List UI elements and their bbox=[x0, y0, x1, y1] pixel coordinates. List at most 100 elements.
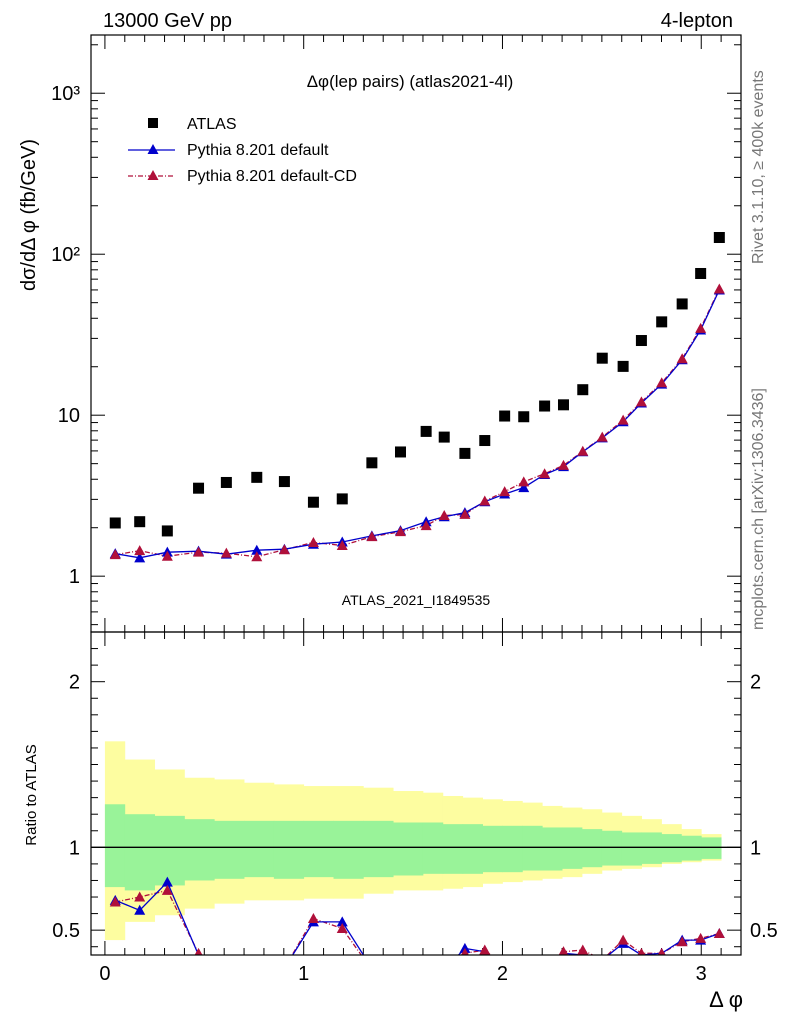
pythia-cd-data-point bbox=[278, 544, 290, 555]
atlas-data-point bbox=[394, 446, 406, 458]
pythia-cd-data-point bbox=[109, 549, 121, 560]
ratio-uncertainty-bands bbox=[104, 741, 722, 941]
ratio-y-tick-label-left: 0.5 bbox=[52, 920, 80, 942]
ratio-pythia-point bbox=[421, 968, 432, 978]
inner-uncertainty-band bbox=[273, 820, 305, 879]
ratio-pythia-point bbox=[366, 963, 377, 973]
inner-uncertainty-band bbox=[422, 822, 444, 874]
legend-pythia-marker bbox=[147, 144, 159, 154]
ratio-pythia-cd-point bbox=[617, 934, 629, 945]
ratio-pythia-cd-point bbox=[460, 947, 469, 955]
ratio-pythia-point bbox=[161, 876, 173, 887]
atlas-data-point bbox=[676, 298, 688, 310]
atlas-data-point bbox=[713, 232, 725, 244]
pythia-cd-data-point bbox=[307, 536, 319, 547]
inner-uncertainty-band bbox=[393, 822, 424, 876]
inner-uncertainty-band bbox=[482, 825, 503, 873]
inner-uncertainty-band bbox=[124, 814, 156, 891]
pythia-cd-data-point bbox=[420, 520, 432, 531]
inner-uncertainty-band bbox=[701, 837, 722, 859]
inner-uncertainty-band bbox=[581, 829, 603, 868]
ratio-pythia-cd-point bbox=[539, 961, 550, 971]
pythia-cd-data-point bbox=[539, 468, 551, 479]
ratio-y-tick-label-right: 0.5 bbox=[750, 920, 778, 942]
ratio-pythia-cd-point bbox=[336, 922, 348, 933]
atlas-data-point bbox=[420, 425, 432, 437]
ratio-pythia-cd-point bbox=[713, 927, 725, 938]
atlas-data-point bbox=[134, 516, 146, 528]
atlas-data-point bbox=[577, 384, 589, 396]
ratio-pythia-cd-point bbox=[395, 966, 406, 976]
inner-uncertainty-band bbox=[214, 820, 245, 879]
legend-pythia-cd-label: Pythia 8.201 default-CD bbox=[187, 168, 357, 185]
x-tick-label: 2 bbox=[497, 963, 508, 985]
ratio-y-axis-label: Ratio to ATLAS bbox=[23, 744, 40, 845]
ratio-pythia-cd-point bbox=[439, 964, 450, 974]
pythia-cd-data-point bbox=[438, 510, 450, 521]
ratio-pythia-point bbox=[279, 963, 290, 973]
main-y-tick-label: 1 bbox=[69, 566, 80, 588]
main-plot-panel: 1 10 10² 10³ dσ/dΔ φ (fb/GeV) Δφ(lep pairs)… bbox=[18, 34, 742, 633]
pythia-cd-data-point bbox=[617, 414, 629, 425]
main-y-tick-label: 10 bbox=[58, 405, 80, 427]
legend-atlas-label: ATLAS bbox=[187, 116, 237, 133]
ratio-y-tick-label-left: 1 bbox=[69, 837, 80, 859]
pythia-cd-data-point bbox=[161, 550, 173, 561]
atlas-data-point bbox=[193, 482, 205, 494]
ratio-pythia-cd-point bbox=[194, 947, 203, 955]
ratio-pythia-point bbox=[539, 961, 550, 971]
inner-uncertainty-band bbox=[442, 824, 464, 874]
ratio-pythia-cd-point bbox=[251, 966, 262, 976]
rivet-version-label: Rivet 3.1.10, ≥ 400k events bbox=[750, 70, 767, 264]
inner-uncertainty-band bbox=[661, 834, 682, 863]
atlas-data-point bbox=[251, 471, 263, 483]
pythia-cd-data-point bbox=[499, 486, 511, 497]
pythia-cd-data-point bbox=[251, 551, 263, 562]
pythia-cd-data-point bbox=[676, 353, 688, 364]
ratio-pythia-cd-point bbox=[161, 884, 173, 895]
inner-uncertainty-band bbox=[522, 825, 543, 871]
atlas-data-point bbox=[596, 352, 608, 364]
legend-pythia-cd-marker bbox=[147, 170, 159, 180]
atlas-data-point bbox=[518, 411, 530, 423]
ratio-pythia-point bbox=[518, 963, 529, 973]
pythia-cd-data-point bbox=[366, 531, 378, 542]
atlas-data-point bbox=[161, 525, 173, 537]
pythia-cd-data-point bbox=[695, 322, 707, 333]
ratio-pythia-point bbox=[336, 916, 348, 927]
ratio-y-tick-label-right: 2 bbox=[750, 672, 761, 694]
legend: ATLAS Pythia 8.201 default Pythia 8.201 … bbox=[128, 116, 357, 185]
atlas-data-point bbox=[438, 431, 450, 443]
pythia-cd-data-point bbox=[713, 283, 725, 294]
ratio-pythia-cd-point bbox=[134, 891, 146, 902]
atlas-data-point bbox=[336, 493, 348, 505]
inner-uncertainty-band bbox=[184, 819, 215, 881]
atlas-data-point bbox=[539, 400, 551, 412]
atlas-data-point bbox=[366, 457, 378, 469]
main-y-axis-label: dσ/dΔ φ (fb/GeV) bbox=[18, 139, 40, 291]
header-final-state-label: 4-lepton bbox=[661, 10, 733, 32]
atlas-data-point bbox=[278, 476, 290, 488]
x-axis-label: Δ φ bbox=[709, 987, 743, 1012]
pythia-cd-data-point bbox=[394, 526, 406, 537]
inner-uncertainty-band bbox=[333, 820, 364, 879]
inner-uncertainty-band bbox=[681, 835, 702, 861]
ratio-pythia-cd-point bbox=[221, 961, 232, 971]
pythia-cd-data-point bbox=[193, 546, 205, 557]
pythia-cd-data-point bbox=[336, 540, 348, 551]
pythia-cd-data-point bbox=[656, 377, 668, 388]
inner-uncertainty-band bbox=[244, 820, 275, 878]
atlas-data-point bbox=[557, 399, 569, 411]
atlas-data-point bbox=[617, 360, 629, 372]
pythia-data-point bbox=[518, 482, 530, 493]
main-y-tick-label: 10³ bbox=[51, 83, 80, 105]
inner-uncertainty-band bbox=[154, 815, 185, 886]
ratio-pythia-cd-point bbox=[601, 954, 603, 955]
main-y-tick-label: 10² bbox=[51, 244, 80, 266]
pythia-data-point bbox=[251, 544, 263, 555]
inner-uncertainty-band bbox=[363, 820, 394, 878]
inner-uncertainty-band bbox=[303, 820, 334, 878]
ratio-pythia-cd-point bbox=[577, 944, 589, 955]
pythia-cd-data-point bbox=[596, 431, 608, 442]
atlas-data-point bbox=[220, 476, 232, 488]
